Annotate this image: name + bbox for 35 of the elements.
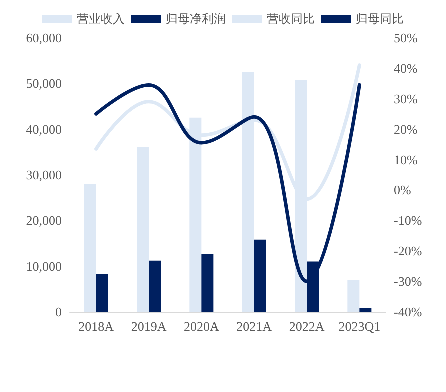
- y-tick-label: 50,000: [26, 76, 62, 92]
- legend-label: 营收同比: [267, 12, 315, 26]
- bar: [84, 184, 96, 312]
- y2-tick-label: -40%: [394, 304, 422, 320]
- legend-label: 归母净利润: [166, 12, 226, 26]
- y-tick-label: 40,000: [26, 122, 62, 137]
- legend-label: 营业收入: [77, 12, 125, 26]
- x-tick-label: 2020A: [184, 319, 220, 334]
- y2-tick-label: 40%: [394, 60, 418, 76]
- y2-tick-label: -10%: [394, 213, 422, 228]
- bar: [137, 147, 149, 312]
- x-tick-label: 2019A: [131, 319, 168, 334]
- bar: [360, 308, 372, 312]
- y2-tick-label: 0%: [394, 182, 412, 198]
- x-tick-label: 2018A: [78, 319, 115, 334]
- y-tick-label: 60,000: [26, 30, 62, 46]
- x-tick-label: 2021A: [236, 319, 273, 334]
- y2-tick-label: 50%: [394, 30, 418, 46]
- y2-tick-label: -30%: [394, 274, 422, 290]
- y2-tick-label: -20%: [394, 244, 422, 259]
- y2-tick-label: 20%: [394, 122, 418, 137]
- y-tick-label: 10,000: [26, 258, 62, 274]
- bar: [149, 260, 161, 312]
- y-tick-label: 0: [56, 304, 62, 320]
- bar: [348, 280, 360, 312]
- y2-tick-label: 10%: [394, 152, 418, 168]
- legend-label: 归母同比: [356, 12, 404, 26]
- x-tick-label: 2022A: [289, 319, 326, 334]
- y-tick-label: 20,000: [26, 213, 62, 228]
- y-tick-label: 30,000: [26, 168, 62, 182]
- bar: [254, 240, 266, 312]
- bar: [202, 254, 214, 312]
- x-tick-label: 2023Q1: [338, 319, 381, 334]
- bar: [96, 274, 108, 312]
- y2-tick-label: 30%: [394, 91, 418, 106]
